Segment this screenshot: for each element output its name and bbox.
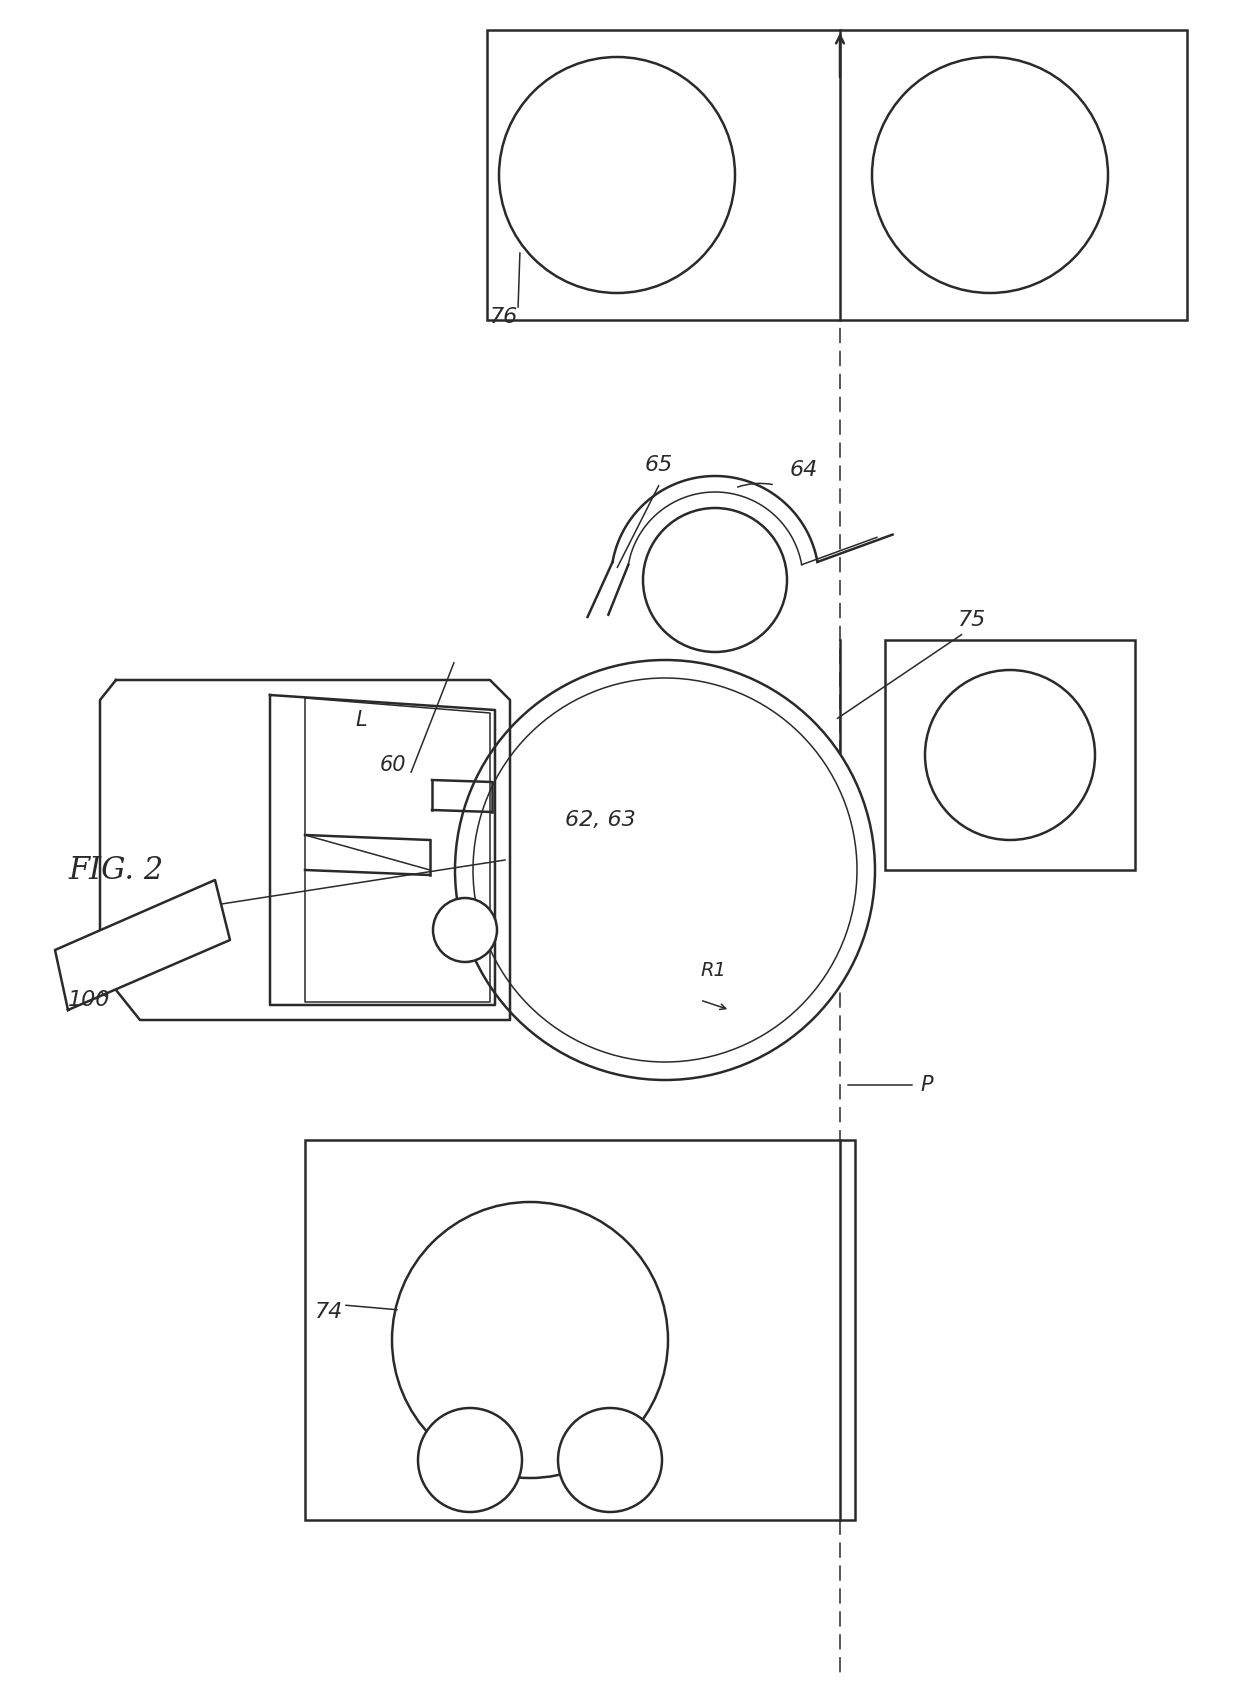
Polygon shape bbox=[55, 879, 229, 1010]
Text: L: L bbox=[355, 709, 367, 730]
Text: 100: 100 bbox=[68, 990, 110, 1010]
Circle shape bbox=[644, 509, 787, 651]
Circle shape bbox=[925, 670, 1095, 840]
Text: 60: 60 bbox=[379, 755, 407, 776]
Polygon shape bbox=[100, 680, 510, 1021]
Text: 64: 64 bbox=[790, 459, 818, 480]
Circle shape bbox=[418, 1408, 522, 1512]
Circle shape bbox=[392, 1203, 668, 1478]
Circle shape bbox=[872, 58, 1109, 293]
Text: 76: 76 bbox=[490, 306, 518, 327]
Bar bbox=[885, 640, 1135, 869]
Circle shape bbox=[455, 660, 875, 1080]
Text: 65: 65 bbox=[645, 454, 673, 475]
Bar bbox=[305, 1140, 856, 1521]
Text: R1: R1 bbox=[701, 961, 725, 980]
Circle shape bbox=[558, 1408, 662, 1512]
Text: P: P bbox=[920, 1075, 932, 1095]
Circle shape bbox=[472, 679, 857, 1061]
Text: 62, 63: 62, 63 bbox=[564, 810, 635, 830]
Text: 74: 74 bbox=[315, 1301, 343, 1322]
Circle shape bbox=[498, 58, 735, 293]
Text: FIG. 2: FIG. 2 bbox=[68, 854, 164, 886]
Circle shape bbox=[433, 898, 497, 963]
Bar bbox=[487, 31, 1187, 320]
Text: 75: 75 bbox=[957, 611, 986, 629]
